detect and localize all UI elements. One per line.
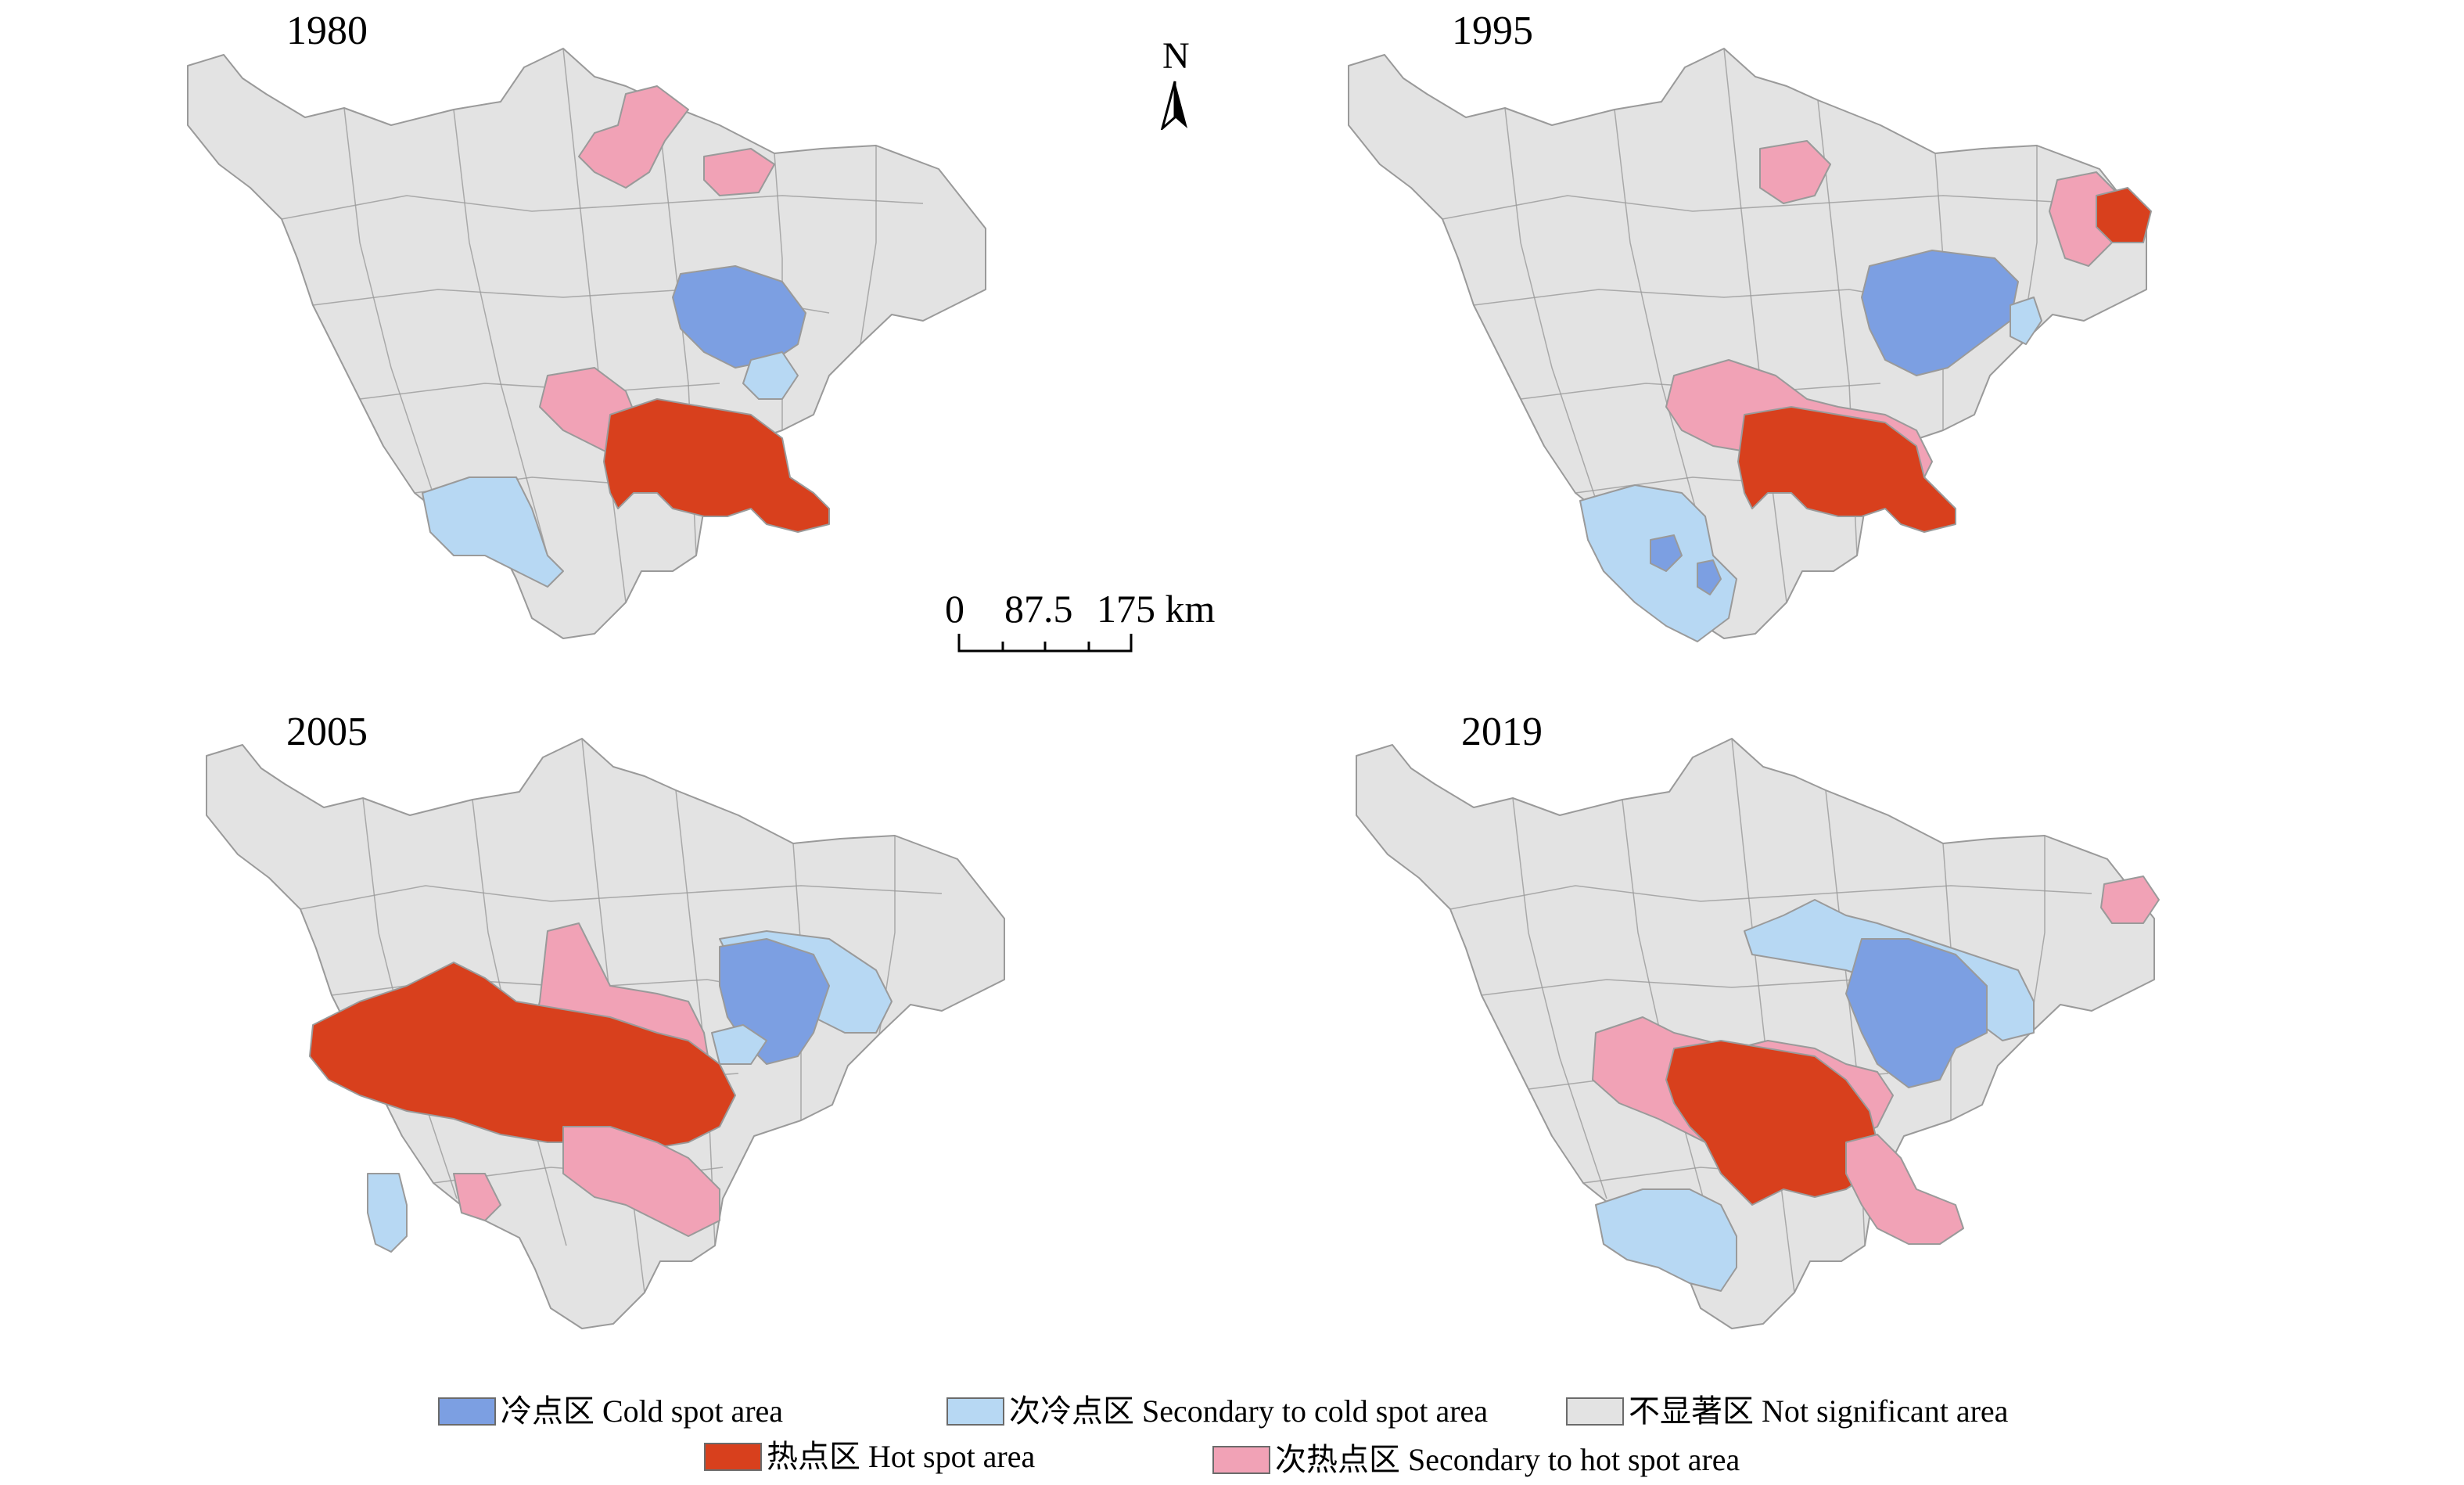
province-map: [1348, 48, 2152, 642]
secondary-hot-zone: [703, 148, 775, 196]
secondary-hot-zone: [1845, 1134, 1964, 1245]
hot-zone: [309, 962, 736, 1151]
secondary-cold-zone: [367, 1173, 408, 1253]
hotspot-zones: [1579, 140, 2152, 642]
secondary-hot-zone: [2100, 876, 2160, 924]
province-map: [206, 738, 1005, 1329]
hotspot-zones: [1592, 876, 2160, 1292]
legend-label: 次冷点区 Secondary to cold spot area: [1009, 1393, 1489, 1429]
hot-zone: [603, 398, 830, 533]
legend-label: 冷点区 Cold spot area: [501, 1393, 784, 1429]
cold-zone: [1861, 250, 2019, 376]
secondary-cold-zone: [711, 1024, 767, 1065]
map-panel-1980: 1980 N: [156, 8, 1215, 681]
scale-bar-labels: 0 87.5 175 km: [939, 587, 1252, 631]
legend-swatch: [704, 1443, 762, 1471]
north-arrow-icon: [1160, 81, 1187, 130]
secondary-hot-zone: [453, 1173, 501, 1221]
north-arrow: N: [1151, 36, 1198, 130]
cold-zone: [1697, 559, 1722, 595]
panel-year-label: 1980: [286, 9, 368, 53]
panel-year-label: 1995: [1452, 9, 1533, 53]
map-panel-2005: 2005: [172, 704, 1173, 1377]
secondary-hot-zone: [562, 1126, 720, 1237]
hot-zone: [1665, 1040, 1878, 1206]
hotspot-zones: [309, 922, 893, 1253]
secondary-hot-zone: [1759, 140, 1831, 204]
secondary-cold-zone: [422, 476, 564, 588]
panel-year-label: 2005: [286, 710, 368, 754]
secondary-cold-zone: [742, 351, 799, 400]
province-map: [187, 48, 986, 639]
legend-swatch: [438, 1397, 496, 1426]
legend-swatch: [1566, 1397, 1624, 1426]
secondary-hot-zone: [578, 85, 689, 189]
cold-zone: [1845, 938, 1988, 1088]
hot-zone: [2096, 187, 2152, 243]
scale-bar: 0 87.5 175 km: [939, 587, 1252, 657]
base-region: [187, 48, 986, 639]
panel-year-label: 2019: [1461, 710, 1543, 754]
legend-label: 次热点区 Secondary to hot spot area: [1275, 1442, 1740, 1477]
north-arrow-label: N: [1162, 35, 1190, 77]
scale-bar-label: 87.5: [1004, 587, 1073, 631]
legend-swatch: [946, 1397, 1004, 1426]
scale-bar-line: [957, 634, 1133, 653]
legend-label: 热点区 Hot spot area: [767, 1439, 1036, 1474]
base-region: [1356, 738, 2155, 1329]
secondary-cold-zone: [1595, 1188, 1737, 1292]
legend-label: 不显著区 Not significant area: [1629, 1393, 2009, 1429]
legend: 冷点区 Cold spot area 次冷点区 Secondary to col…: [0, 1377, 2464, 1479]
hotspot-zones: [422, 85, 830, 588]
hot-zone: [1737, 406, 1956, 533]
scale-bar-label: 0: [945, 587, 964, 631]
legend-swatch: [1212, 1446, 1270, 1474]
scale-bar-label: 175 km: [1097, 587, 1216, 631]
map-panel-1995: 1995: [1322, 8, 2323, 681]
map-panel-2019: 2019: [1330, 704, 2331, 1377]
province-map: [1356, 738, 2160, 1329]
secondary-cold-zone: [2010, 297, 2042, 345]
cold-zone: [1650, 534, 1683, 572]
